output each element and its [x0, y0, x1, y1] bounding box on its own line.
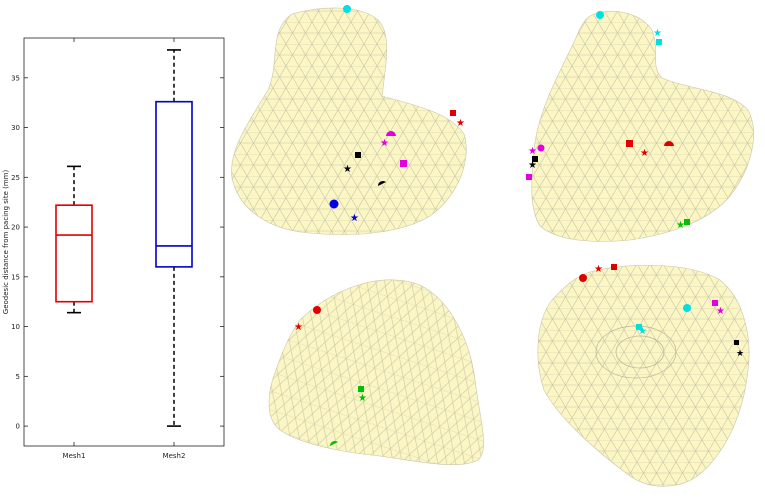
- y-tick-label: 30: [11, 124, 20, 132]
- marker-cyan-star: ★: [653, 28, 662, 39]
- marker-cyan-square: [656, 39, 662, 45]
- marker-cyan-square: [636, 324, 642, 330]
- y-tick-label: 20: [11, 224, 20, 232]
- marker-green-square: [358, 386, 364, 392]
- y-tick-label: 5: [16, 373, 20, 381]
- marker-black-square: [532, 156, 538, 162]
- boxes: [55, 49, 193, 427]
- marker-blue: [329, 199, 339, 209]
- marker-magenta-square: [400, 160, 407, 167]
- marker-red-square: [611, 264, 617, 270]
- marker-blue-star: ★: [350, 213, 359, 224]
- marker-green-star: ★: [676, 220, 685, 231]
- mesh-view-top-right: ★ ★ ★ ★ ★: [526, 10, 754, 242]
- marker-magenta-star: ★: [528, 146, 537, 157]
- marker-red: [664, 141, 674, 146]
- y-axis: 0 5 10 15 20 25 30 35: [11, 74, 224, 431]
- x-tick-label: Mesh1: [63, 452, 86, 460]
- marker-black: [378, 181, 386, 186]
- marker-red-star: ★: [294, 322, 303, 333]
- marker-green-square: [684, 219, 690, 225]
- box-plot: 0 5 10 15 20 25 30 35 Mesh1 Mesh2 Geodesic dista…: [2, 37, 225, 460]
- y-tick-label: 10: [11, 323, 20, 331]
- marker-red-star: ★: [640, 148, 649, 159]
- marker-red: [313, 306, 321, 314]
- marker-green-star: ★: [358, 393, 367, 404]
- mesh-view-bottom-right: ★ ★ ★ ★: [537, 264, 750, 487]
- marker-black-star: ★: [343, 164, 352, 175]
- x-tick-label: Mesh2: [163, 452, 186, 460]
- marker-black-star: ★: [736, 349, 744, 359]
- marker-red-star: ★: [594, 264, 603, 275]
- marker-magenta-star: ★: [716, 306, 725, 317]
- y-tick-label: 25: [11, 174, 20, 182]
- marker-red-star: ★: [456, 118, 465, 129]
- marker-cyan: [596, 11, 604, 19]
- plot-frame: [23, 37, 225, 447]
- marker-black-square: [734, 340, 739, 345]
- x-axis: Mesh1 Mesh2: [63, 38, 186, 460]
- marker-cyan: [683, 304, 691, 312]
- box-mesh1: [55, 204, 93, 303]
- mesh-panels: ★ ★ ★ ★ ★ ★ ★ ★ ★: [231, 5, 754, 487]
- marker-cyan-star: ★: [638, 326, 647, 337]
- marker-cyan: [343, 5, 351, 13]
- y-axis-label: Geodesic distance from pacing site (mm): [2, 170, 10, 315]
- box-mesh2: [155, 100, 193, 268]
- marker-magenta: [537, 144, 545, 152]
- marker-magenta-square: [712, 300, 718, 306]
- marker-magenta-star: ★: [380, 138, 389, 149]
- marker-red: [579, 274, 587, 282]
- y-tick-label: 15: [11, 273, 20, 281]
- marker-magenta-square: [526, 174, 532, 180]
- mesh-view-bottom-left: ★ ★: [268, 279, 484, 466]
- mesh-view-top-left: ★ ★ ★ ★: [231, 5, 467, 235]
- y-tick-label: 0: [16, 423, 20, 431]
- marker-red-square: [626, 140, 633, 147]
- marker-black-square: [355, 152, 361, 158]
- y-tick-label: 35: [11, 74, 20, 82]
- marker-magenta: [386, 131, 396, 136]
- marker-green: [330, 441, 338, 446]
- marker-red-square: [450, 110, 456, 116]
- marker-black-star: ★: [528, 160, 537, 171]
